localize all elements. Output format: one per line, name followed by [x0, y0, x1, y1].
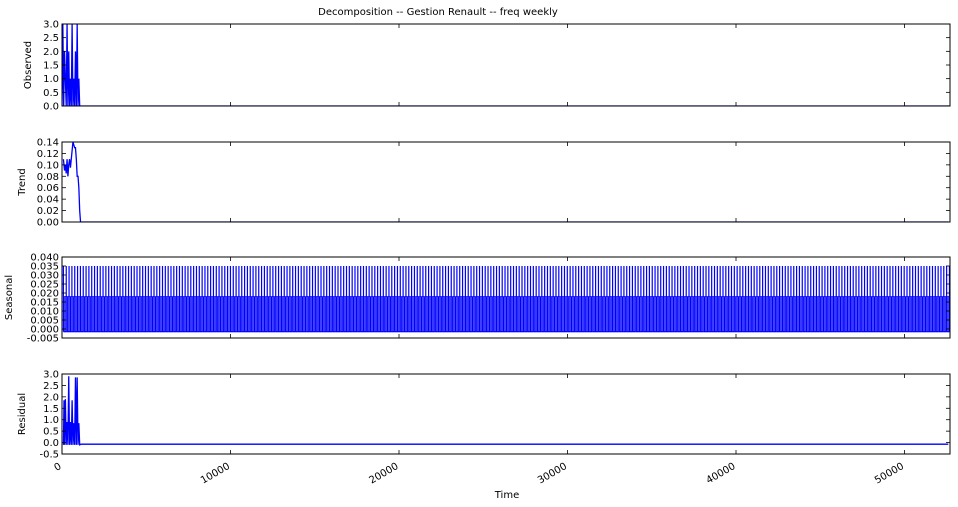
- x-tick-label: 20000: [367, 461, 400, 486]
- residual-ytick-label: 0.0: [43, 438, 59, 449]
- observed-ytick-label: 2.5: [43, 33, 59, 44]
- residual-ylabel: Residual: [17, 393, 28, 435]
- x-axis-label: Time: [494, 490, 519, 501]
- seasonal-ytick-label: 0.010: [30, 307, 59, 318]
- residual-ytick-label: 3.0: [43, 370, 59, 381]
- x-tick-label: 50000: [873, 461, 906, 486]
- observed-series: [62, 24, 950, 106]
- x-tick-label: 10000: [199, 461, 232, 486]
- observed-ytick-label: 2.0: [43, 47, 59, 58]
- x-tick-label: 0: [52, 461, 63, 474]
- observed-axes-frame: [61, 23, 951, 107]
- observed-line: [62, 24, 950, 106]
- seasonal-ytick-label: 0.015: [30, 298, 59, 309]
- seasonal-ytick-label: 0.000: [30, 325, 59, 336]
- seasonal-ytick-label: 0.025: [30, 280, 59, 291]
- trend-ytick-label: 0.04: [37, 195, 59, 206]
- residual-line: [62, 376, 949, 446]
- residual-ytick-label: 0.5: [43, 427, 59, 438]
- residual-ytick-label: 2.0: [43, 392, 59, 403]
- observed-ytick-label: 1.0: [43, 74, 59, 85]
- seasonal-axes-frame: [61, 256, 951, 339]
- seasonal-ytick-label: 0.020: [30, 289, 59, 300]
- trend-series: [62, 142, 949, 222]
- observed-ylabel: Observed: [23, 41, 34, 89]
- panels: 0.00.51.01.52.02.53.0Observed0.000.020.0…: [4, 20, 951, 487]
- residual-axes-frame: [61, 373, 951, 455]
- trend-panel: 0.000.020.040.060.080.100.120.14 Trend: [17, 138, 951, 229]
- trend-ytick-label: 0.00: [37, 218, 59, 229]
- seasonal-series: [62, 266, 950, 333]
- residual-series: [62, 376, 949, 446]
- trend-ytick-label: 0.12: [37, 149, 59, 160]
- observed-ytick-label: 1.5: [43, 61, 59, 72]
- observed-ytick-label: 0.0: [43, 102, 59, 113]
- seasonal-ylabel: Seasonal: [4, 275, 15, 320]
- seasonal-ytick-label: 0.035: [30, 262, 59, 273]
- observed-ytick-label: 3.0: [43, 20, 59, 31]
- figure-title: Decomposition -- Gestion Renault -- freq…: [318, 7, 558, 18]
- residual-ytick-label: 1.0: [43, 415, 59, 426]
- seasonal-ytick-label: 0.040: [30, 253, 59, 264]
- trend-ytick-label: 0.08: [37, 172, 59, 183]
- trend-ylabel: Trend: [17, 168, 28, 196]
- x-tick-label: 30000: [536, 461, 569, 486]
- trend-ytick-label: 0.02: [37, 206, 59, 217]
- trend-axes-frame: [61, 141, 951, 223]
- seasonal-ytick-label: 0.030: [30, 271, 59, 282]
- seasonal-panel: -0.0050.0000.0050.0100.0150.0200.0250.03…: [4, 253, 951, 345]
- trend-ytick-label: 0.10: [37, 160, 59, 171]
- trend-ytick-label: 0.06: [37, 183, 59, 194]
- seasonal-ytick-label: 0.005: [30, 316, 59, 327]
- seasonal-ytick-label: -0.005: [27, 334, 59, 345]
- observed-panel: 0.0 0.5 1.0 1.5 2.0 2.5 3.0 Observed: [23, 20, 951, 113]
- residual-ytick-label: 1.5: [43, 404, 59, 415]
- residual-ytick-label: 2.5: [43, 381, 59, 392]
- residual-ytick-label: -0.5: [39, 450, 59, 461]
- observed-ytick-label: 0.5: [43, 88, 59, 99]
- x-tick-label: 40000: [704, 461, 737, 486]
- trend-line: [62, 142, 949, 222]
- residual-panel: -0.50.00.51.01.52.02.53.0 Residual 0 10000 2…: [17, 370, 951, 487]
- trend-ytick-label: 0.14: [37, 138, 59, 149]
